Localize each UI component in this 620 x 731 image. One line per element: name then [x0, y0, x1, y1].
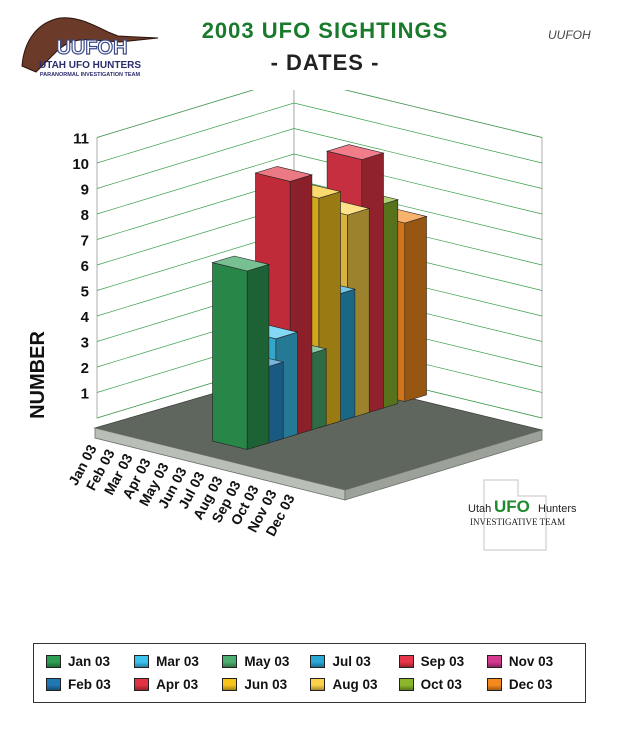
legend-label: Sep 03	[420, 654, 465, 669]
watermark-ufo: UFO	[494, 497, 530, 516]
legend-item: Jan 03	[46, 654, 134, 669]
legend-item: Oct 03	[398, 677, 487, 692]
legend-item: Nov 03	[486, 654, 575, 669]
y-tick-label: 3	[81, 335, 89, 352]
legend-item: Jul 03	[310, 654, 398, 669]
legend-label: Jan 03	[68, 654, 111, 669]
logo-line2: PARANORMAL INVESTIGATION TEAM	[40, 72, 141, 78]
gridline	[96, 128, 543, 189]
legend-swatch	[134, 678, 150, 691]
horse-head-graphic	[21, 17, 159, 73]
y-tick-label: 1	[81, 386, 89, 403]
watermark-utah: Utah	[468, 503, 491, 515]
legend-swatch	[310, 678, 326, 691]
bar-side-face	[404, 215, 427, 402]
y-tick-label: 11	[73, 131, 89, 148]
utah-outline	[483, 479, 547, 551]
legend-swatch	[134, 655, 150, 668]
bar-top-face	[211, 255, 271, 272]
logo-main-text: UUFOH	[56, 37, 127, 59]
legend-swatch	[222, 655, 238, 668]
chart-bars	[211, 144, 428, 450]
legend-label: Dec 03	[508, 677, 553, 692]
y-tick-label: 4	[81, 309, 90, 326]
y-tick-label: 6	[81, 258, 89, 275]
y-tick-label: 8	[81, 207, 89, 224]
uufoh-small-logo: UUFOH	[548, 28, 591, 42]
bar-top-face	[254, 166, 314, 182]
legend-label: Oct 03	[420, 677, 462, 692]
gridline	[96, 153, 543, 215]
legend-item: Feb 03	[46, 677, 134, 692]
legend-item: Sep 03	[398, 654, 487, 669]
bar-side-face	[246, 263, 270, 450]
chart-legend: Jan 03 Feb 03 Mar 03 Apr 03 May 03 Jun 03 Jul …	[33, 643, 586, 703]
legend-swatch	[222, 678, 238, 691]
chart-subtitle: - DATES -	[270, 50, 380, 75]
legend-label: Feb 03	[68, 677, 111, 692]
legend-item: Mar 03	[134, 654, 222, 669]
legend-swatch	[398, 678, 414, 691]
legend-item: May 03	[222, 654, 310, 669]
legend-label: Apr 03	[156, 677, 199, 692]
gridline	[96, 90, 543, 138]
legend-swatch	[486, 678, 502, 691]
bar-jan-03	[211, 255, 271, 450]
legend-label: Nov 03	[508, 654, 554, 669]
gridline	[96, 102, 543, 164]
chart-title: 2003 UFO SIGHTINGS	[201, 18, 449, 43]
utah-ufo-hunters-watermark: Utah UFO Hunters INVESTIGATIVE TEAM	[468, 479, 577, 551]
legend-swatch	[486, 655, 502, 668]
legend-item: Aug 03	[310, 677, 398, 692]
y-tick-label: 5	[81, 284, 89, 301]
y-tick-label: 2	[81, 360, 89, 377]
legend-item: Jun 03	[222, 677, 310, 692]
floor-side	[344, 429, 543, 501]
legend-swatch	[46, 678, 61, 691]
watermark-hunters: Hunters	[538, 503, 577, 515]
bar-front-face	[212, 262, 248, 450]
y-tick-label: 7	[81, 233, 89, 250]
legend-item: Dec 03	[486, 677, 575, 692]
chart-floor	[93, 369, 544, 501]
y-axis-label: NUMBER	[27, 331, 49, 419]
legend-label: Mar 03	[156, 654, 199, 669]
legend-swatch	[398, 655, 414, 668]
y-axis-ticks: 1 2 3 4 5 6 7 8 9 10 11	[72, 131, 89, 403]
legend-label: Jul 03	[332, 654, 371, 669]
legend-swatch	[310, 655, 326, 668]
y-tick-label: 9	[81, 182, 89, 199]
bar-top-face	[325, 144, 385, 160]
legend-label: May 03	[244, 654, 290, 669]
legend-label: Jun 03	[244, 677, 288, 692]
legend-item: Apr 03	[134, 677, 222, 692]
uufoh-logo: UUFOH UTAH UFO HUNTERS PARANORMAL INVEST…	[21, 17, 159, 78]
legend-swatch	[46, 655, 61, 668]
y-tick-label: 10	[72, 156, 89, 173]
legend-label: Aug 03	[332, 677, 378, 692]
watermark-team: INVESTIGATIVE TEAM	[470, 517, 565, 527]
logo-line1: UTAH UFO HUNTERS	[39, 60, 141, 71]
